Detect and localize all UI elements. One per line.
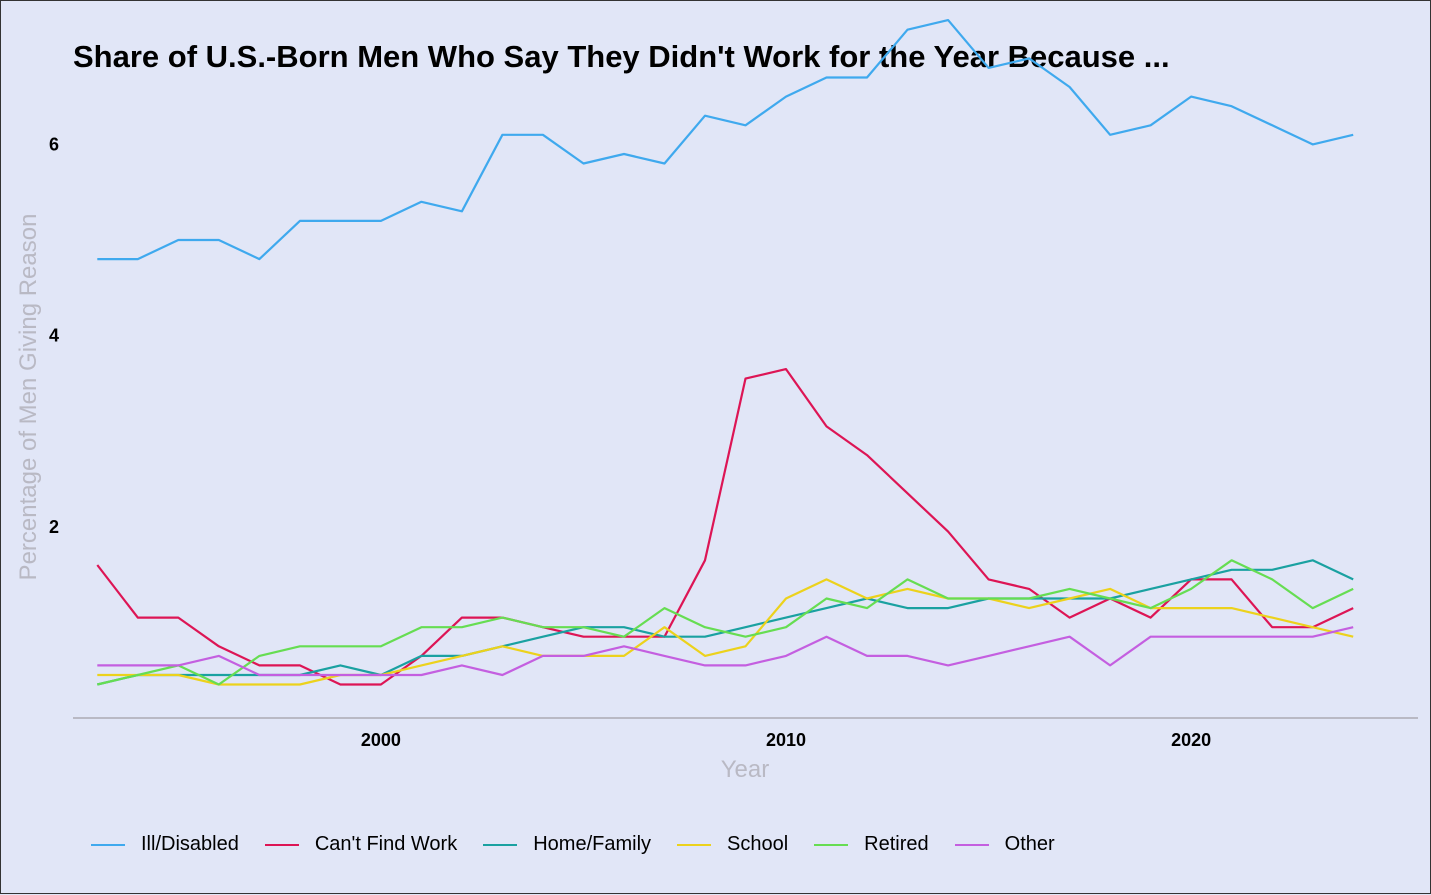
legend-swatch [483, 843, 518, 846]
chart-title: Share of U.S.-Born Men Who Say They Didn… [73, 39, 1170, 74]
legend-swatch [954, 843, 989, 846]
legend-label: Ill/Disabled [141, 833, 239, 855]
legend-label: Can't Find Work [314, 833, 458, 855]
legend-swatch [91, 843, 125, 846]
series-layer [96, 19, 1354, 686]
y-tick-label: 2 [49, 517, 59, 537]
legend-swatch [814, 843, 849, 846]
y-tick-label: 4 [49, 326, 59, 346]
series-line-3 [97, 578, 1354, 686]
legend-label: School [727, 833, 789, 855]
x-axis-label: Year [721, 756, 770, 783]
legend-label: Other [1004, 833, 1055, 855]
x-tick-labels: 2000 2010 2020 [361, 730, 1211, 750]
legend-item: Home/Family [483, 833, 651, 856]
legend-item: Ill/Disabled [91, 833, 239, 856]
x-tick-label: 2000 [361, 730, 401, 750]
legend-item: School [677, 833, 788, 856]
legend: Ill/Disabled Can't Find Work Home/Family Sc… [91, 833, 1081, 856]
series-line-5 [97, 626, 1354, 677]
x-tick-label: 2020 [1171, 730, 1211, 750]
legend-swatch [677, 843, 712, 846]
y-tick-labels: 2 4 6 [49, 134, 59, 536]
legend-item: Other [954, 833, 1055, 856]
legend-swatch [264, 843, 299, 846]
series-line-4 [97, 559, 1354, 686]
series-line-1 [96, 368, 1354, 686]
y-tick-label: 6 [49, 134, 59, 154]
legend-item: Can't Find Work [264, 833, 458, 856]
legend-label: Retired [864, 833, 929, 855]
legend-label: Home/Family [533, 833, 652, 855]
series-line-0 [97, 19, 1354, 261]
x-tick-label: 2010 [766, 730, 806, 750]
y-axis-label: Percentage of Men Giving Reason [15, 214, 42, 581]
legend-item: Retired [814, 833, 929, 856]
